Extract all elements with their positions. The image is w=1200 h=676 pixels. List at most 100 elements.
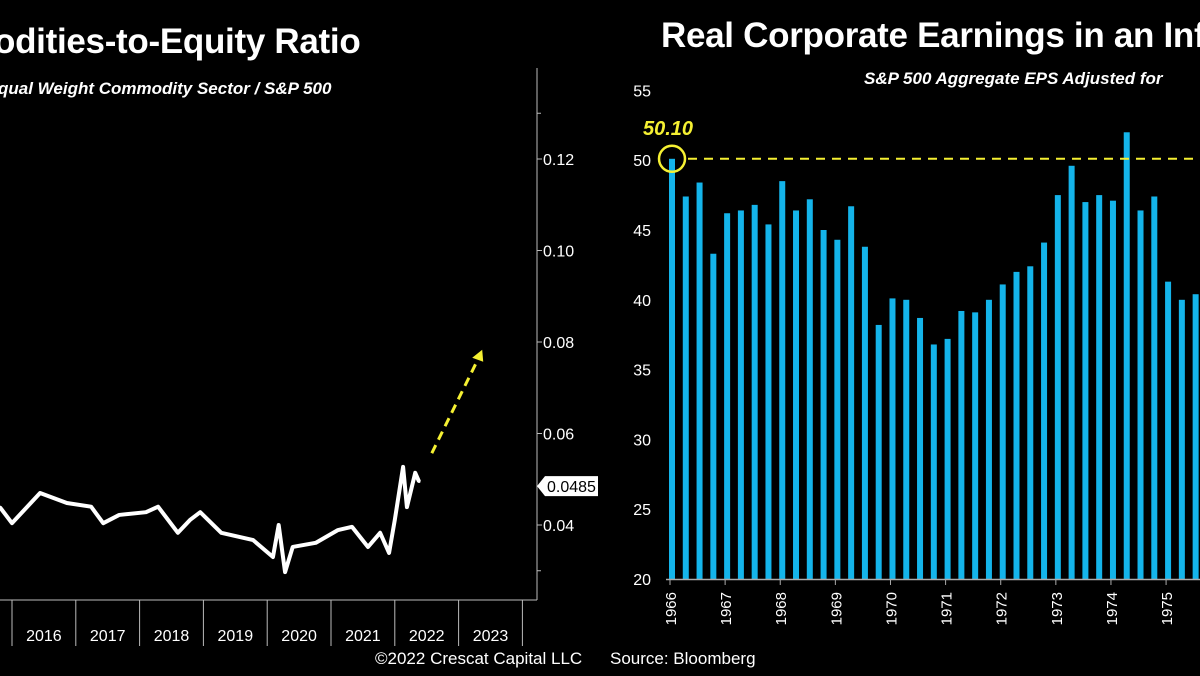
left-y-tick-label: 0.06: [543, 427, 574, 444]
left-series-point: [156, 505, 160, 509]
left-x-tick-label: 2017: [90, 628, 126, 645]
left-series-point: [0, 505, 2, 509]
bar-38: [1178, 299, 1185, 579]
right-y-tick-label: 55: [633, 83, 651, 100]
bar-37: [1165, 281, 1172, 579]
bar-20: [930, 344, 937, 579]
bar-6: [737, 210, 744, 579]
right-y-tick-label: 20: [633, 572, 651, 589]
bar-24: [985, 299, 992, 579]
left-series-point: [10, 521, 14, 525]
bar-4: [710, 253, 717, 579]
bar-31: [1082, 202, 1089, 579]
left-series-point: [38, 491, 42, 495]
left-chart-title: odities-to-Equity Ratio: [0, 22, 361, 61]
left-series-point: [89, 505, 93, 509]
left-series-point: [188, 518, 192, 522]
left-series-line: [0, 464, 421, 575]
bar-1: [669, 158, 675, 579]
bar-19: [917, 317, 924, 579]
bar-11: [806, 199, 813, 579]
right-chart-subtitle: S&P 500 Aggregate EPS Adjusted for: [864, 69, 1163, 88]
copyright-text: ©2022 Crescat Capital LLC: [375, 649, 583, 668]
bar-10: [793, 210, 800, 579]
left-series-point: [417, 480, 421, 484]
bar-18: [903, 299, 910, 579]
bar-3: [696, 182, 703, 579]
left-x-tick-label: 2016: [26, 628, 62, 645]
highlight-circle: [657, 144, 687, 174]
left-series-point: [291, 545, 295, 549]
left-y-tick-label: 0.04: [543, 518, 574, 535]
bar-13: [834, 239, 841, 579]
right-x-tick-label: 1972: [994, 592, 1011, 625]
left-series-point: [144, 510, 148, 514]
bar-5: [724, 213, 731, 580]
left-series-point: [378, 531, 382, 535]
bar-29: [1054, 195, 1061, 579]
left-x-tick-label: 2018: [154, 628, 190, 645]
bar-36: [1151, 196, 1158, 579]
bar-39: [1192, 294, 1199, 579]
left-y-tick-label: 0.10: [543, 244, 574, 261]
bar-23: [972, 312, 979, 579]
bar-25: [999, 284, 1006, 579]
right-x-tick-label: 1968: [773, 592, 790, 625]
left-x-tick-label: 2021: [345, 628, 381, 645]
left-series-point: [283, 570, 287, 574]
bar-28: [1041, 242, 1048, 579]
left-x-tick-label: 2023: [473, 628, 509, 645]
left-series-point: [336, 528, 340, 532]
left-series-point: [176, 531, 180, 535]
right-x-tick-label: 1975: [1159, 592, 1176, 625]
last-value-label: 0.0485: [547, 479, 596, 496]
left-series-point: [314, 541, 318, 545]
bar-16: [875, 324, 882, 579]
right-y-tick-label: 25: [633, 502, 651, 519]
bar-8: [765, 224, 772, 579]
left-y-tick-label: 0.12: [543, 152, 574, 169]
left-chart-subtitle: qual Weight Commodity Sector / S&P 500: [0, 79, 332, 98]
left-series-point: [101, 521, 105, 525]
left-series-point: [271, 555, 275, 559]
right-x-tick-label: 1970: [883, 592, 900, 625]
left-series-point: [387, 551, 391, 555]
bar-12: [820, 230, 827, 579]
bar-33: [1109, 200, 1116, 579]
bar-22: [958, 310, 965, 579]
left-series-point: [277, 523, 281, 527]
bar-30: [1068, 165, 1075, 579]
bar-15: [861, 246, 868, 579]
left-series-point: [366, 545, 370, 549]
bar-35: [1137, 210, 1144, 579]
peak-value-label: 50.10: [643, 118, 693, 140]
left-series-point: [393, 518, 397, 522]
left-series-point: [413, 471, 417, 475]
trend-arrow-shaft: [430, 356, 481, 454]
right-chart-title: Real Corporate Earnings in an Inf: [661, 16, 1200, 55]
left-series-point: [350, 525, 354, 529]
left-series-point: [198, 510, 202, 514]
right-x-tick-label: 1966: [663, 592, 680, 625]
trend-arrow-head: [472, 349, 484, 362]
left-y-tick-label: 0.08: [543, 335, 574, 352]
right-y-tick-label: 50: [633, 153, 651, 170]
right-x-tick-label: 1969: [828, 592, 845, 625]
right-x-tick-label: 1971: [939, 592, 956, 625]
bar-27: [1027, 266, 1034, 579]
right-y-tick-label: 40: [633, 293, 651, 310]
bar-32: [1096, 195, 1103, 579]
right-y-tick-label: 35: [633, 363, 651, 380]
left-x-tick-label: 2019: [218, 628, 254, 645]
left-series-point: [251, 538, 255, 542]
last-value-tag: [537, 476, 598, 497]
bar-9: [779, 181, 786, 579]
right-x-tick-label: 1967: [718, 592, 735, 625]
bar-2: [682, 196, 689, 579]
bar-14: [848, 206, 855, 579]
right-y-tick-label: 45: [633, 223, 651, 240]
left-x-tick-label: 2022: [409, 628, 445, 645]
left-series-point: [65, 501, 69, 505]
source-text: Source: Bloomberg: [610, 649, 756, 668]
left-series-point: [219, 531, 223, 535]
